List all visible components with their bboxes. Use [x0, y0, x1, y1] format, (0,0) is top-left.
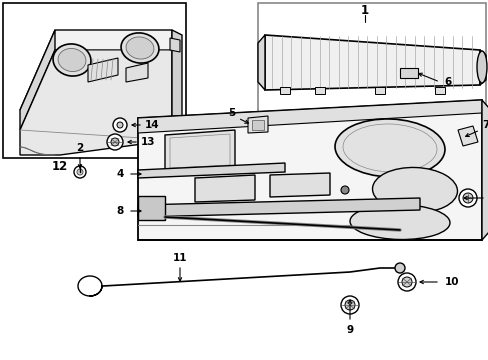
Ellipse shape — [476, 51, 486, 83]
Polygon shape — [481, 100, 488, 240]
Polygon shape — [20, 30, 55, 130]
Circle shape — [401, 277, 411, 287]
Ellipse shape — [334, 119, 444, 177]
Polygon shape — [138, 100, 481, 240]
Bar — [399, 68, 417, 78]
Circle shape — [340, 186, 348, 194]
Polygon shape — [138, 100, 481, 133]
Text: 6: 6 — [444, 77, 451, 87]
Circle shape — [458, 189, 476, 207]
Text: 10: 10 — [444, 277, 458, 287]
Text: 12: 12 — [52, 161, 68, 174]
Bar — [280, 87, 289, 94]
Circle shape — [345, 300, 354, 310]
Polygon shape — [88, 58, 118, 82]
Bar — [374, 87, 384, 94]
Polygon shape — [172, 30, 182, 145]
Circle shape — [340, 296, 358, 314]
Ellipse shape — [126, 37, 154, 59]
Polygon shape — [20, 50, 172, 155]
Circle shape — [462, 193, 472, 203]
Circle shape — [111, 138, 119, 146]
Text: 4: 4 — [116, 169, 123, 179]
Circle shape — [113, 118, 127, 132]
Ellipse shape — [349, 204, 449, 239]
Circle shape — [74, 166, 86, 178]
Text: 14: 14 — [144, 120, 159, 130]
Polygon shape — [479, 50, 485, 85]
Polygon shape — [264, 35, 479, 90]
Bar — [251, 120, 264, 130]
Polygon shape — [138, 196, 164, 220]
Circle shape — [397, 273, 415, 291]
Polygon shape — [269, 173, 329, 197]
Text: 13: 13 — [141, 137, 155, 147]
Ellipse shape — [372, 167, 457, 212]
Polygon shape — [457, 126, 477, 146]
Polygon shape — [138, 163, 285, 178]
Circle shape — [107, 134, 123, 150]
Bar — [3, 3, 185, 158]
Polygon shape — [247, 116, 267, 133]
Bar — [314, 87, 325, 94]
Circle shape — [394, 263, 404, 273]
Circle shape — [77, 169, 83, 175]
Polygon shape — [170, 38, 180, 52]
Bar — [258, 3, 485, 118]
Polygon shape — [138, 198, 419, 217]
Text: 7: 7 — [481, 120, 488, 130]
Text: 5: 5 — [228, 108, 235, 118]
Bar — [434, 87, 444, 94]
Polygon shape — [126, 63, 148, 82]
Polygon shape — [20, 30, 172, 110]
Polygon shape — [258, 35, 264, 90]
Ellipse shape — [53, 44, 91, 76]
Text: 1: 1 — [360, 4, 368, 17]
Text: 2: 2 — [76, 143, 83, 153]
Circle shape — [117, 122, 123, 128]
Polygon shape — [195, 175, 254, 202]
Text: 11: 11 — [172, 253, 187, 263]
Polygon shape — [164, 130, 235, 172]
Text: 8: 8 — [116, 206, 123, 216]
Text: 9: 9 — [346, 325, 353, 335]
Ellipse shape — [121, 33, 159, 63]
Ellipse shape — [58, 49, 86, 72]
